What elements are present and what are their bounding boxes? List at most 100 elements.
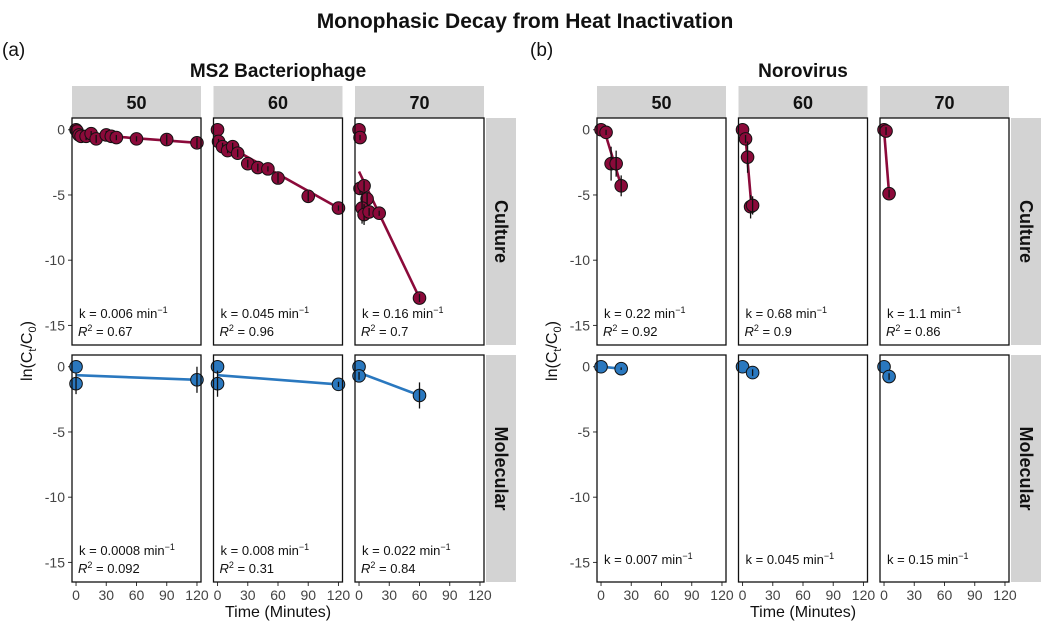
y-tick-label: 0	[582, 122, 590, 138]
y-tick-label: -15	[45, 317, 65, 333]
panel-background	[355, 118, 484, 345]
r-squared-value: = 0.31	[234, 561, 274, 576]
data-point	[735, 359, 750, 374]
r-squared-value: = 0.96	[234, 324, 274, 339]
y-axis-label-part: )	[544, 321, 561, 326]
y-tick-label: 0	[57, 359, 65, 375]
y-axis-label-subscript: 0	[27, 326, 39, 332]
rate-constant-label: k = 0.022 min−1	[362, 542, 451, 558]
column-strip-label: 60	[793, 93, 813, 113]
r-squared-label: R2 = 0.84	[361, 560, 416, 576]
x-tick-label: 0	[214, 587, 222, 603]
x-tick-label: 60	[129, 587, 145, 603]
r-squared-symbol: R	[78, 561, 87, 576]
panel-background	[213, 355, 343, 582]
panel-background	[880, 355, 1009, 582]
column-strip-70	[880, 86, 1009, 118]
rate-unit-superscript: −1	[824, 551, 834, 561]
rate-unit-superscript: −1	[299, 305, 309, 315]
x-axis-label: Time (Minutes)	[225, 604, 331, 621]
column-strip-50	[597, 86, 726, 118]
rate-constant-label: k = 0.007 min−1	[604, 551, 693, 567]
x-tick-label: 120	[468, 587, 492, 603]
rate-unit-superscript: −1	[682, 551, 692, 561]
column-strip-70	[355, 86, 484, 118]
panel-border	[737, 354, 869, 583]
rate-constant-value: k = 0.16 min	[362, 306, 433, 321]
x-tick-label: 0	[880, 587, 888, 603]
rate-constant-value: k = 0.007 min	[604, 552, 682, 567]
rate-unit-superscript: −1	[440, 542, 450, 552]
r-squared-superscript: 2	[370, 323, 375, 333]
panel-background	[597, 118, 726, 345]
panel-molecular-60: k = 0.045 min−1	[735, 354, 869, 583]
panel-molecular-50: k = 0.007 min−1	[594, 354, 727, 583]
r-squared-symbol: R	[361, 561, 370, 576]
panel-culture-60: k = 0.68 min−1 R2 = 0.9	[735, 117, 869, 346]
row-strip-culture	[1011, 118, 1041, 345]
rate-constant-label: k = 1.1 min−1	[887, 305, 961, 321]
fit-line	[882, 129, 891, 194]
r-squared-superscript: 2	[87, 560, 92, 570]
rate-constant-label: k = 0.045 min−1	[221, 305, 310, 321]
row-strip-molecular	[486, 355, 516, 582]
r-squared-superscript: 2	[87, 323, 92, 333]
r-squared-symbol: R	[220, 561, 229, 576]
y-tick-label: -10	[570, 489, 590, 505]
panel-border	[879, 354, 1010, 583]
column-strip-60	[738, 86, 868, 118]
rate-unit-superscript: −1	[817, 305, 827, 315]
rate-unit-superscript: −1	[157, 305, 167, 315]
panel-border	[212, 117, 344, 346]
x-tick-label: 0	[72, 587, 80, 603]
y-axis-label-subscript: t	[552, 349, 564, 352]
group-title: Norovirus	[758, 61, 848, 82]
rate-constant-label: k = 0.008 min−1	[221, 542, 310, 558]
panel-molecular-50: k = 0.0008 min−1 R2 = 0.092	[69, 354, 204, 583]
rate-constant-value: k = 0.022 min	[362, 543, 440, 558]
row-strip-culture	[486, 118, 516, 345]
column-strip-label: 60	[268, 93, 288, 113]
y-axis-label-subscript: 0	[552, 326, 564, 332]
r-squared-label: R2 = 0.9	[745, 323, 792, 339]
fit-line	[75, 373, 198, 382]
x-tick-label: 90	[442, 587, 458, 603]
panel-border	[354, 117, 485, 346]
rate-constant-value: k = 0.006 min	[79, 306, 157, 321]
x-tick-label: 60	[412, 587, 428, 603]
rate-constant-value: k = 0.0008 min	[79, 543, 165, 558]
rate-constant-label: k = 0.006 min−1	[79, 305, 168, 321]
row-strip-label: Culture	[1016, 200, 1036, 263]
r-squared-symbol: R	[886, 324, 895, 339]
y-tick-label: -15	[570, 554, 590, 570]
rate-constant-value: k = 0.008 min	[221, 543, 299, 558]
x-tick-label: 30	[381, 587, 397, 603]
x-tick-label: 90	[300, 587, 316, 603]
y-axis-label-part: /C	[544, 333, 561, 349]
panel-background	[738, 355, 868, 582]
r-squared-value: = 0.7	[375, 324, 408, 339]
panel-border	[879, 117, 1010, 346]
r-squared-label: R2 = 0.92	[603, 323, 658, 339]
r-squared-superscript: 2	[229, 323, 234, 333]
y-tick-label: -5	[578, 424, 591, 440]
panel-border	[71, 117, 202, 346]
r-squared-label: R2 = 0.86	[886, 323, 941, 339]
panel-molecular-70: k = 0.022 min−1 R2 = 0.84	[352, 354, 485, 583]
y-axis-label-part: )	[19, 321, 36, 326]
panel-background	[72, 118, 201, 345]
x-tick-label: 60	[795, 587, 811, 603]
r-squared-value: = 0.092	[92, 561, 139, 576]
y-tick-label: 0	[57, 122, 65, 138]
x-tick-label: 90	[684, 587, 700, 603]
x-tick-label: 60	[270, 587, 286, 603]
rate-constant-value: k = 0.045 min	[746, 552, 824, 567]
x-tick-label: 90	[967, 587, 983, 603]
panel-border	[354, 354, 485, 583]
y-tick-label: -10	[570, 252, 590, 268]
panel-border	[596, 117, 727, 346]
column-strip-50	[72, 86, 201, 118]
row-strip-label: Molecular	[1016, 426, 1036, 510]
x-tick-label: 30	[623, 587, 639, 603]
